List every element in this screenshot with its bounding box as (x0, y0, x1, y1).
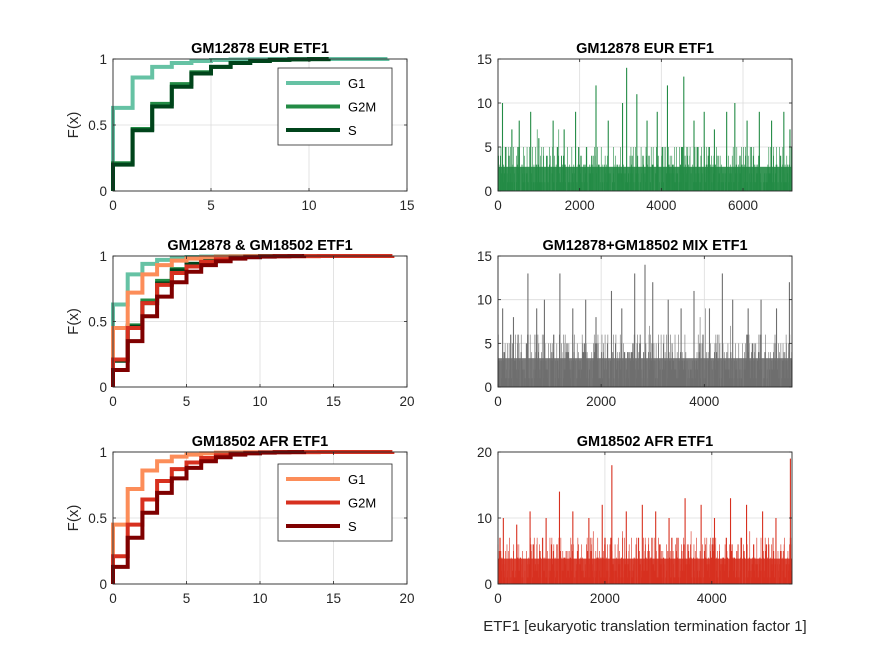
per-cell-bars (497, 458, 793, 584)
x-tick-label: 15 (399, 198, 414, 213)
x-tick-label: 15 (326, 591, 341, 606)
y-tick-label: 10 (477, 293, 492, 308)
x-tick-label: 5 (183, 591, 191, 606)
x-tick-label: 20 (399, 591, 414, 606)
panel-6: 0 2000 4000 0 10 20 GM18502 AFR ETF1 (477, 434, 793, 606)
shared-x-axis-label: ETF1 [eukaryotic translation termination… (483, 618, 806, 635)
x-tick-label: 10 (301, 198, 316, 213)
legend: G1 G2M S (277, 67, 393, 146)
x-tick-label: 20 (399, 394, 414, 409)
x-tick-label: 6000 (728, 198, 758, 213)
y-tick-label: 0 (99, 577, 107, 592)
y-tick-label: 10 (477, 96, 492, 111)
y-tick-label: 20 (477, 445, 492, 460)
y-tick-label: 1 (99, 445, 107, 460)
y-tick-label: 0 (484, 380, 492, 395)
y-tick-label: 15 (477, 249, 492, 264)
x-tick-label: 2000 (590, 591, 620, 606)
chart-title: GM18502 AFR ETF1 (192, 434, 328, 450)
x-tick-label: 5 (183, 394, 191, 409)
x-tick-label: 2000 (565, 198, 595, 213)
x-tick-label: 15 (326, 394, 341, 409)
y-tick-label: 0 (484, 577, 492, 592)
x-tick-label: 0 (494, 394, 502, 409)
x-tick-label: 0 (109, 591, 117, 606)
legend-label-s: S (348, 123, 357, 138)
legend: G1 G2M S (277, 463, 393, 542)
x-tick-label: 5 (207, 198, 215, 213)
x-tick-label: 4000 (697, 591, 727, 606)
per-cell-bars (497, 264, 792, 387)
panel-1: 0 5 10 15 0 0.5 1 GM12878 EUR ETF1 F(x) G1 G2M S (65, 41, 415, 213)
legend-label-g1: G1 (348, 472, 365, 487)
legend-label-g2m: G2M (348, 100, 376, 115)
panel-4: 0 2000 4000 0 5 10 15 GM12878+GM18502 MIX ETF1 (477, 238, 793, 409)
y-tick-label: 5 (484, 140, 492, 155)
y-tick-label: 1 (99, 249, 107, 264)
y-tick-label: 0.5 (88, 118, 107, 133)
panel-5: 0 5 10 15 20 0 0.5 1 GM18502 AFR ETF1 F(x) G1 G2M S (65, 434, 415, 606)
x-tick-label: 2000 (586, 394, 616, 409)
y-axis-label: F(x) (65, 308, 82, 335)
y-tick-label: 0.5 (88, 511, 107, 526)
x-tick-label: 4000 (689, 394, 719, 409)
legend-label-g2m: G2M (348, 496, 376, 511)
y-tick-label: 15 (477, 52, 492, 67)
axes-box (497, 58, 793, 192)
x-tick-label: 0 (109, 394, 117, 409)
y-axis-label: F(x) (65, 505, 82, 532)
panel-2: 0 2000 4000 6000 0 5 10 15 GM12878 EUR ETF1 (477, 41, 793, 213)
x-tick-label: 0 (494, 591, 502, 606)
x-tick-label: 0 (494, 198, 502, 213)
chart-title: GM12878 & GM18502 ETF1 (167, 238, 352, 254)
y-tick-label: 5 (484, 336, 492, 351)
chart-title: GM12878 EUR ETF1 (191, 41, 329, 57)
y-tick-label: 0 (99, 184, 107, 199)
panel-3: 0 5 10 15 20 0 0.5 1 GM12878 & GM18502 ETF1 F(x) (65, 238, 415, 409)
legend-label-s: S (348, 519, 357, 534)
legend-label-g1: G1 (348, 76, 365, 91)
per-cell-bars (497, 67, 792, 191)
x-tick-label: 4000 (646, 198, 676, 213)
chart-title: GM18502 AFR ETF1 (577, 434, 713, 450)
x-tick-label: 10 (252, 591, 267, 606)
y-axis-label: F(x) (65, 112, 82, 139)
y-tick-label: 1 (99, 52, 107, 67)
axes-box (497, 255, 793, 388)
chart-title: GM12878+GM18502 MIX ETF1 (542, 238, 747, 254)
y-tick-label: 0 (99, 380, 107, 395)
x-tick-label: 0 (109, 198, 117, 213)
x-tick-label: 10 (252, 394, 267, 409)
y-tick-label: 0.5 (88, 315, 107, 330)
y-tick-label: 10 (477, 511, 492, 526)
y-tick-label: 0 (484, 184, 492, 199)
chart-title: GM12878 EUR ETF1 (576, 41, 714, 57)
